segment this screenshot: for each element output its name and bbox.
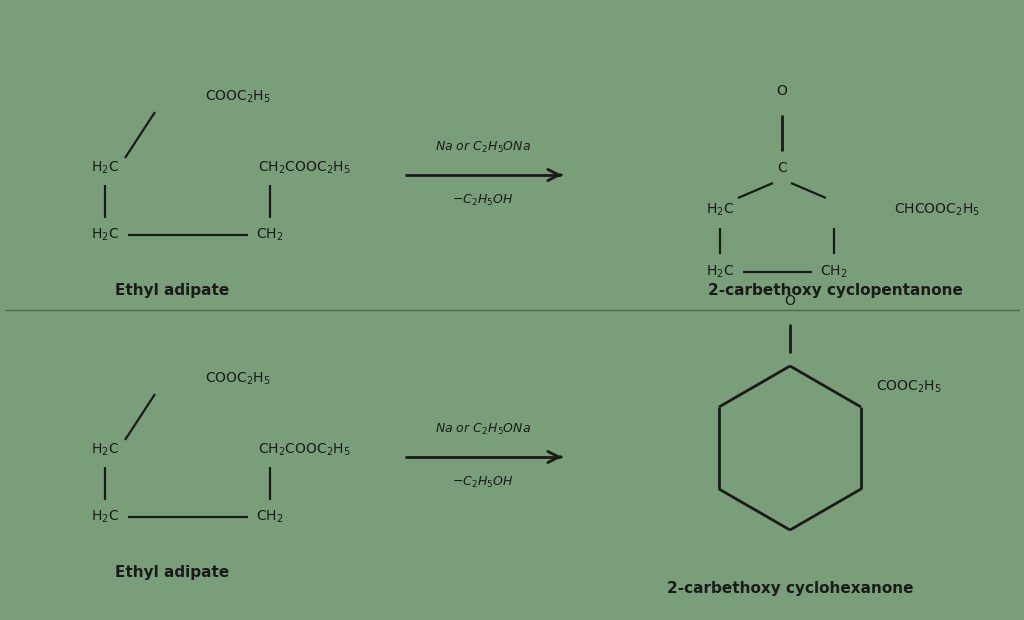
Text: H$_2$C: H$_2$C [91,442,119,458]
Text: $-$C$_2$H$_5$OH: $-$C$_2$H$_5$OH [453,192,514,208]
Text: O: O [784,294,796,308]
Text: CH$_2$: CH$_2$ [256,509,284,525]
Text: H$_2$C: H$_2$C [91,509,119,525]
Text: CHCOOC$_2$H$_5$: CHCOOC$_2$H$_5$ [894,202,980,218]
Text: H$_2$C: H$_2$C [91,160,119,176]
Text: CH$_2$: CH$_2$ [820,264,848,280]
Text: O: O [776,84,787,98]
Text: 2-carbethoxy cyclopentanone: 2-carbethoxy cyclopentanone [708,283,963,298]
Text: C: C [777,161,786,175]
Text: CH$_2$: CH$_2$ [256,227,284,243]
Text: 2-carbethoxy cyclohexanone: 2-carbethoxy cyclohexanone [667,580,913,595]
Text: Ethyl adipate: Ethyl adipate [115,564,229,580]
Text: $-$C$_2$H$_5$OH: $-$C$_2$H$_5$OH [453,474,514,490]
Text: CH$_2$COOC$_2$H$_5$: CH$_2$COOC$_2$H$_5$ [258,160,351,176]
Text: Na or C$_2$H$_5$ONa: Na or C$_2$H$_5$ONa [435,140,531,154]
Text: Na or C$_2$H$_5$ONa: Na or C$_2$H$_5$ONa [435,422,531,436]
Text: H$_2$C: H$_2$C [706,202,734,218]
Text: H$_2$C: H$_2$C [91,227,119,243]
Text: COOC$_2$H$_5$: COOC$_2$H$_5$ [876,379,942,395]
Text: H$_2$C: H$_2$C [706,264,734,280]
Text: Ethyl adipate: Ethyl adipate [115,283,229,298]
Text: COOC$_2$H$_5$: COOC$_2$H$_5$ [205,371,271,388]
Text: CH$_2$COOC$_2$H$_5$: CH$_2$COOC$_2$H$_5$ [258,442,351,458]
Text: COOC$_2$H$_5$: COOC$_2$H$_5$ [205,89,271,105]
